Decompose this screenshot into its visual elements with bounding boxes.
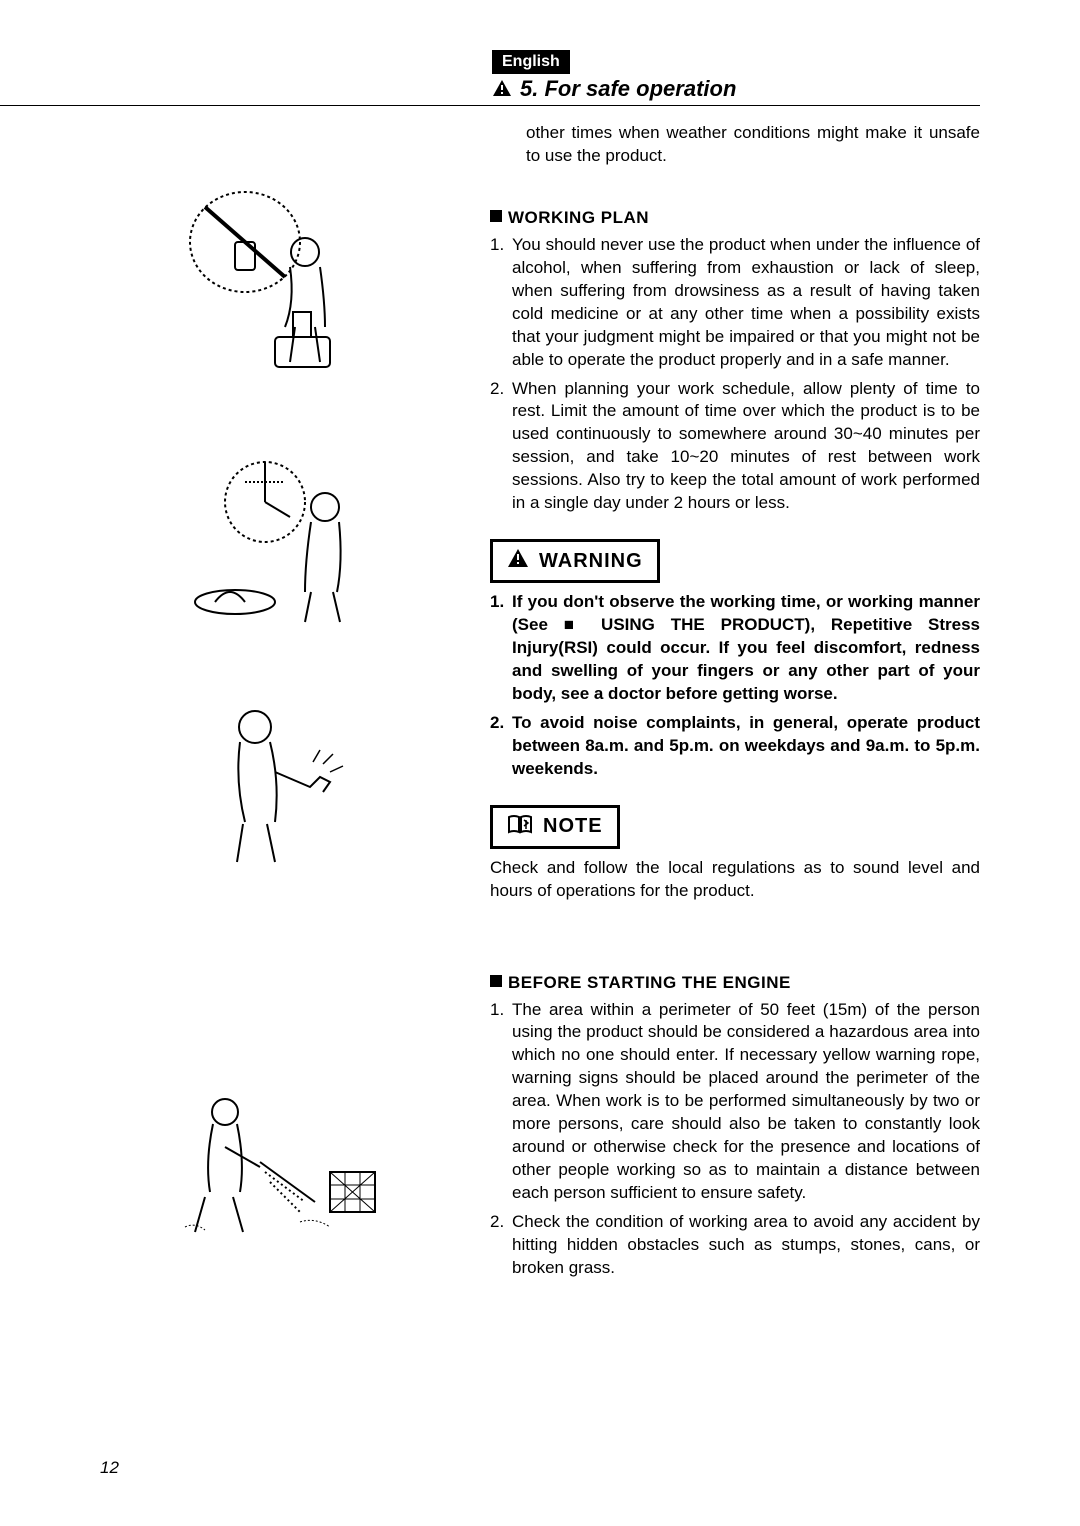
illustration-no-alcohol xyxy=(175,182,375,382)
list-item: You should never use the product when un… xyxy=(490,234,980,372)
warning-list: If you don't observe the working time, o… xyxy=(490,591,980,781)
square-bullet-icon xyxy=(490,210,502,222)
note-text: Check and follow the local regulations a… xyxy=(490,857,980,903)
illustration-perimeter xyxy=(155,1072,395,1242)
note-book-icon xyxy=(507,814,533,840)
before-starting-list: The area within a perimeter of 50 feet (… xyxy=(490,999,980,1280)
content-columns: other times when weather conditions migh… xyxy=(100,122,980,1286)
warning-triangle-icon xyxy=(492,77,512,103)
note-callout: NOTE xyxy=(490,805,620,849)
warning-callout: WARNING xyxy=(490,539,660,583)
section-title: 5. For safe operation xyxy=(492,76,736,103)
header-rule xyxy=(0,105,980,106)
working-plan-heading: WORKING PLAN xyxy=(490,208,980,228)
before-starting-heading-text: BEFORE STARTING THE ENGINE xyxy=(508,973,791,992)
page-header: English 5. For safe operation xyxy=(100,50,980,110)
illustration-rest xyxy=(175,442,375,632)
intro-continuation: other times when weather conditions migh… xyxy=(490,122,980,168)
language-badge: English xyxy=(492,50,570,74)
page-number: 12 xyxy=(100,1458,119,1478)
list-item: When planning your work schedule, allow … xyxy=(490,378,980,516)
square-bullet-icon xyxy=(490,975,502,987)
working-plan-heading-text: WORKING PLAN xyxy=(508,208,649,227)
list-item: Check the condition of working area to a… xyxy=(490,1211,980,1280)
warning-label: WARNING xyxy=(539,550,643,573)
section-title-text: 5. For safe operation xyxy=(520,76,736,101)
list-item: If you don't observe the working time, o… xyxy=(490,591,980,706)
list-item: To avoid noise complaints, in general, o… xyxy=(490,712,980,781)
working-plan-list: You should never use the product when un… xyxy=(490,234,980,515)
list-item: The area within a perimeter of 50 feet (… xyxy=(490,999,980,1205)
illustration-column xyxy=(100,122,470,1286)
illustration-hand-injury xyxy=(195,692,355,872)
before-starting-heading: BEFORE STARTING THE ENGINE xyxy=(490,973,980,993)
warning-triangle-icon xyxy=(507,548,529,574)
text-column: other times when weather conditions migh… xyxy=(470,122,980,1286)
note-label: NOTE xyxy=(543,815,603,838)
